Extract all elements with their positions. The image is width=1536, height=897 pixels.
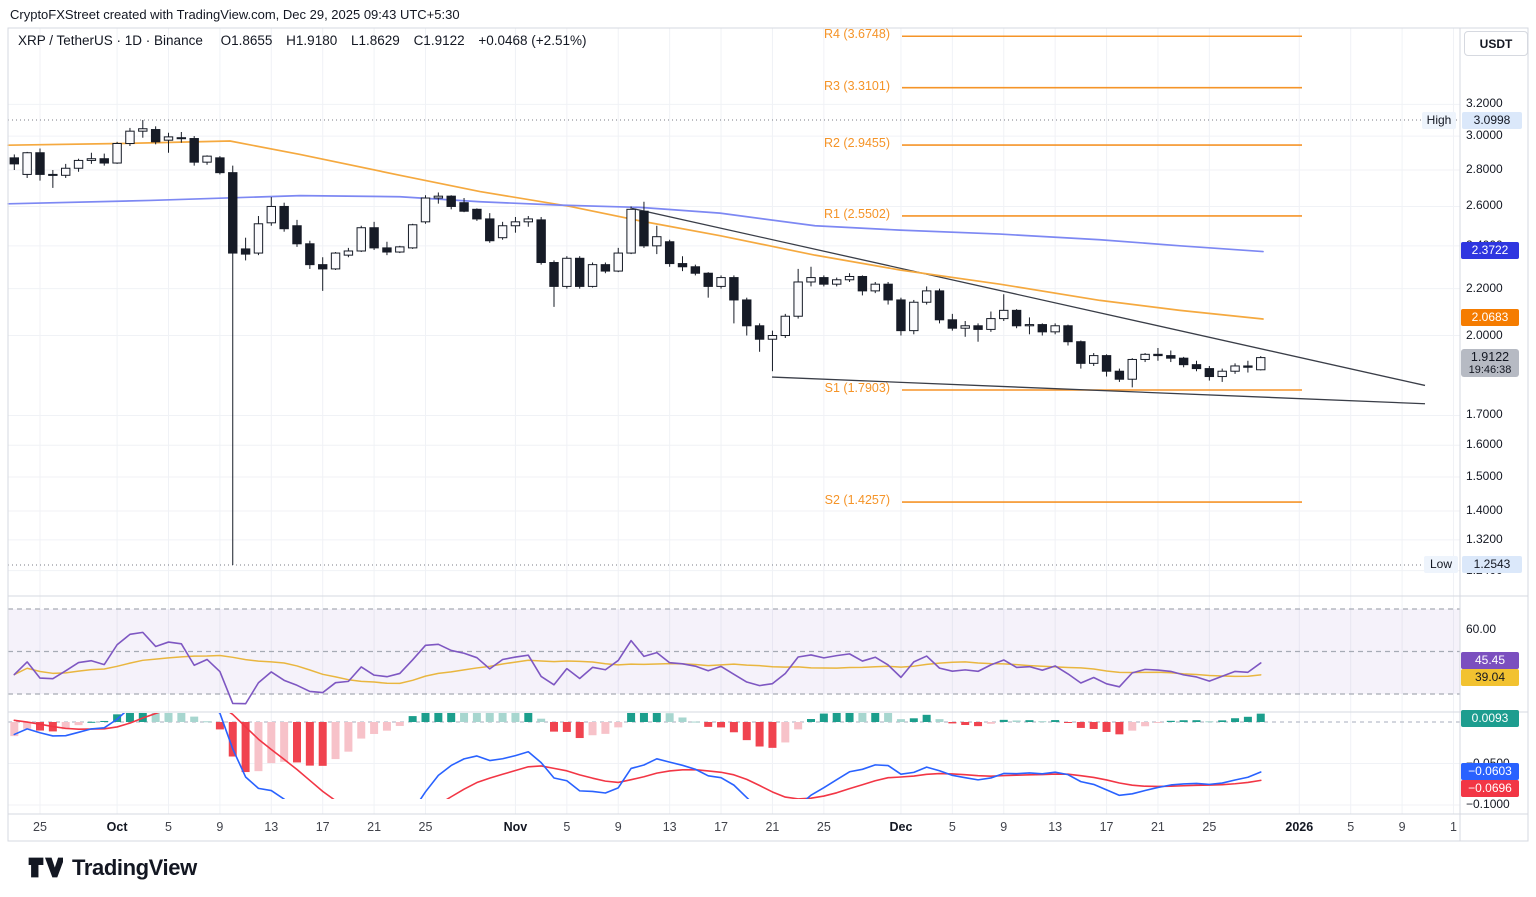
legend-low: L1.8629 [350,33,400,48]
rsi-value-badge: 45.45 [1461,652,1519,669]
legend-close: C1.9122 [413,33,465,48]
high-marker-value: 3.0998 [1462,112,1522,129]
ma-fast-price-badge: 2.0683 [1461,309,1519,326]
ma-slow-price-badge: 2.3722 [1461,242,1519,259]
tradingview-logo-icon [28,857,63,878]
macd-line-value-badge: −0.0603 [1461,763,1519,780]
symbol-title: XRP / TetherUS · 1D · Binance [18,33,203,48]
symbol-legend[interactable]: XRP / TetherUS · 1D · Binance O1.8655 H1… [18,33,596,48]
legend-change: +0.0468 (+2.51%) [478,33,587,48]
last-price-value: 1.9122 [1470,350,1510,364]
tradingview-logo-text: TradingView [72,854,197,880]
rsi-ma-value-badge: 39.04 [1461,669,1519,686]
currency-toggle-button[interactable]: USDT [1464,31,1528,56]
tradingview-logo[interactable]: TradingView [27,854,197,881]
low-marker-label: Low [1424,556,1458,573]
legend-open: O1.8655 [220,33,273,48]
high-marker-label: High [1422,112,1456,129]
legend-high: H1.9180 [286,33,338,48]
bar-countdown: 19:46:38 [1468,364,1512,376]
macd-hist-value-badge: 0.0093 [1461,710,1519,727]
macd-signal-value-badge: −0.0696 [1461,780,1519,797]
low-marker-value: 1.2543 [1462,556,1522,573]
last-price-badge: 1.9122 19:46:38 [1461,349,1519,377]
attribution-text: CryptoFXStreet created with TradingView.… [10,7,460,22]
